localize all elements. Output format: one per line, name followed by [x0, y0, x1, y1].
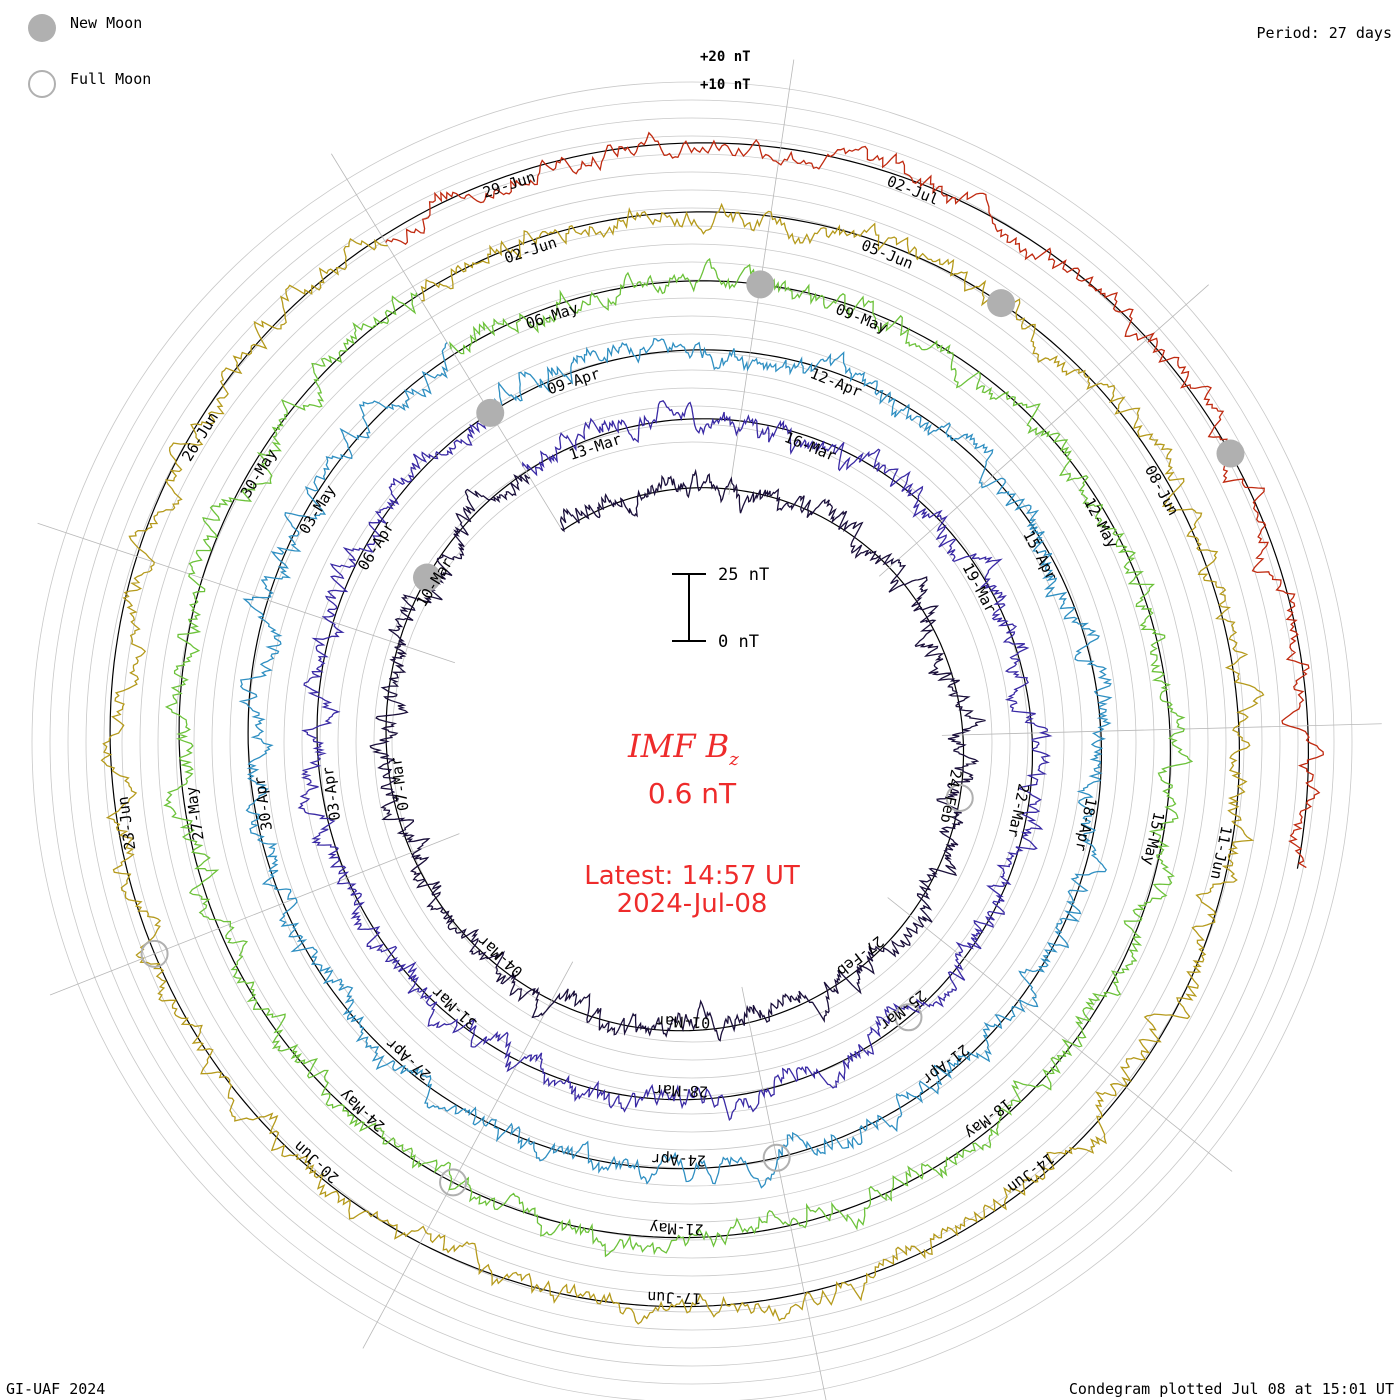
grid-ring: [373, 423, 1011, 1061]
date-label: 09-Apr: [545, 364, 602, 398]
grid-ring: [211, 261, 1173, 1223]
series-rotation-5: [100, 202, 1265, 1325]
grid-ring: [103, 153, 1281, 1331]
grid-ring: [157, 207, 1227, 1277]
date-label: 07-Mar: [387, 756, 413, 812]
new-moon-marker: [476, 398, 505, 427]
grid-spoke: [37, 522, 456, 664]
grid-spoke: [741, 986, 827, 1400]
scale-plus10-label: +10 nT: [700, 77, 751, 93]
imf-title: IMF Bz: [627, 727, 739, 770]
grid-spoke: [887, 897, 1233, 1172]
scale-bar-top-label: 25 nT: [718, 565, 769, 585]
series-rotation-3: [238, 337, 1113, 1189]
new-moon-marker: [412, 563, 441, 592]
date-label: 27-Apr: [382, 1034, 434, 1084]
data-series: [100, 131, 1324, 1325]
date-label: 06-Apr: [354, 518, 398, 574]
scale-bar: [672, 573, 706, 642]
date-label: 12-Apr: [807, 364, 864, 401]
new-moon-legend-label: New Moon: [70, 14, 142, 32]
period-label: Period: 27 days: [1257, 24, 1392, 42]
date-label: 21-Apr: [919, 1041, 973, 1089]
date-label: 21-May: [649, 1219, 704, 1239]
date-label: 27-May: [182, 785, 208, 841]
grid-ring: [355, 405, 1029, 1079]
date-label: 25-Mar: [876, 986, 930, 1034]
date-label: 17-Jun: [647, 1288, 702, 1308]
date-label: 06-May: [523, 299, 580, 333]
grid-ring: [337, 387, 1047, 1097]
grid-ring: [85, 135, 1299, 1349]
date-label: 28-Mar: [654, 1081, 709, 1101]
full-moon-marker: [140, 939, 169, 968]
series-rotation-2: [297, 400, 1053, 1122]
grid-ring: [175, 225, 1209, 1259]
moon-markers: [140, 270, 1245, 1197]
scale-plus20-label: +20 nT: [700, 49, 751, 65]
latest-date: 2024-Jul-08: [617, 889, 768, 919]
zero-baseline: [109, 142, 1310, 1308]
footer-right: Condegram plotted Jul 08 at 15:01 UT: [1069, 1380, 1394, 1398]
grid-ring: [301, 351, 1083, 1133]
scale-bar-bottom-label: 0 nT: [718, 632, 759, 652]
grid-ring: [139, 189, 1245, 1295]
date-label: 26-Jun: [178, 409, 222, 465]
full-moon-legend-icon: [28, 70, 56, 98]
imf-title-sub: z: [728, 749, 739, 770]
new-moon-legend-icon: [28, 14, 56, 42]
current-value: 0.6 nT: [648, 777, 737, 810]
grid-ring: [49, 99, 1335, 1385]
date-label: 18-May: [961, 1095, 1015, 1143]
new-moon-marker: [1216, 439, 1245, 468]
latest-time: Latest: 14:57 UT: [584, 861, 800, 891]
date-label: 23-Jun: [114, 795, 140, 851]
series-rotation-4: [163, 257, 1194, 1258]
full-moon-legend-label: Full Moon: [70, 70, 151, 88]
full-moon-marker: [945, 784, 974, 813]
series-rotation-6: [385, 131, 1324, 869]
date-label: 12-May: [1080, 495, 1121, 551]
footer-left: GI-UAF 2024: [6, 1380, 105, 1398]
date-label: 30-Apr: [250, 776, 276, 832]
grid-spoke: [941, 723, 1382, 736]
date-label: 16-Mar: [782, 428, 839, 465]
polar-grid: [31, 81, 1353, 1400]
date-label: 11-Jun: [1207, 824, 1236, 881]
imf-title-main: IMF B: [627, 727, 729, 765]
new-moon-marker: [746, 270, 775, 299]
date-label: 18-Apr: [1072, 796, 1101, 853]
grid-ring: [319, 369, 1065, 1115]
new-moon-marker: [987, 289, 1016, 318]
grid-spoke: [331, 153, 562, 530]
date-label: 03-Apr: [319, 766, 345, 822]
date-label: 14-Jun: [1004, 1149, 1058, 1197]
moon-legend: New Moon Full Moon: [28, 14, 151, 98]
date-label: 29-Jun: [480, 168, 537, 202]
date-label: 02-Jun: [502, 233, 559, 267]
date-label: 13-Mar: [567, 430, 624, 464]
grid-ring: [31, 81, 1353, 1400]
grid-ring: [193, 243, 1191, 1241]
grid-ring: [121, 171, 1263, 1313]
grid-ring: [283, 333, 1101, 1151]
date-label: 01-Mar: [656, 1012, 711, 1032]
full-moon-marker: [439, 1168, 468, 1197]
full-moon-marker: [894, 1003, 923, 1032]
date-label: 24-Apr: [651, 1150, 706, 1170]
date-label: 24-Feb: [937, 768, 966, 825]
series-rotation-1: [369, 468, 986, 1042]
grid-ring: [391, 441, 993, 1043]
grid-spoke: [362, 961, 574, 1349]
grid-ring: [67, 117, 1317, 1367]
date-label: 31-Mar: [428, 983, 480, 1033]
date-label: 20-Jun: [290, 1137, 342, 1187]
grid-spoke: [49, 833, 460, 996]
full-moon-marker: [762, 1143, 791, 1172]
grid-ring: [229, 279, 1155, 1205]
